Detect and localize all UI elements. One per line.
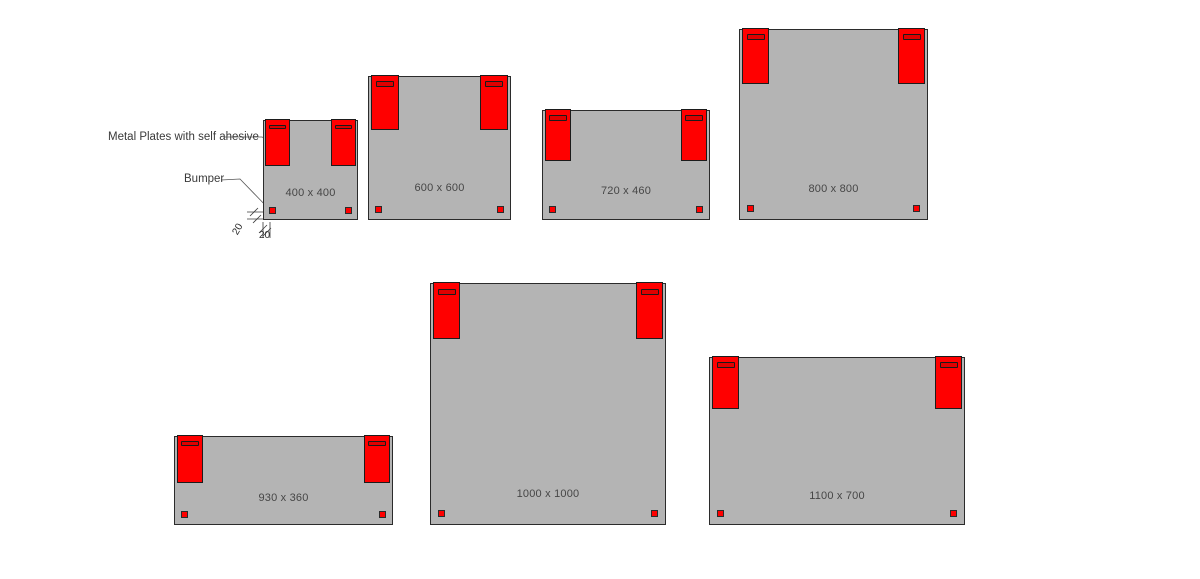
metal-plate-slot-icon	[746, 34, 765, 41]
bumper-right[interactable]	[913, 205, 920, 212]
plate-600x600[interactable]: 600 x 600	[368, 75, 511, 220]
bumper-right[interactable]	[950, 510, 957, 517]
bumper-left[interactable]	[269, 207, 276, 214]
metal-plate-left[interactable]	[265, 119, 290, 166]
bumper-left[interactable]	[375, 206, 382, 213]
plate-1100x700[interactable]: 1100 x 700	[709, 356, 965, 525]
metal-plate-slot-icon	[716, 362, 735, 368]
plate-caption: 720 x 460	[600, 185, 652, 197]
metal-plate-right[interactable]	[331, 119, 356, 166]
bumper-left[interactable]	[181, 511, 188, 518]
bumper-left[interactable]	[438, 510, 445, 517]
plate-930x360[interactable]: 930 x 360	[174, 435, 393, 525]
metal-plate-slot-icon	[685, 115, 703, 121]
metal-plate-right[interactable]	[364, 435, 390, 483]
bumper-left[interactable]	[717, 510, 724, 517]
plate-800x800[interactable]: 800 x 800	[739, 28, 928, 220]
metal-plate-left[interactable]	[545, 109, 571, 161]
bumper-left[interactable]	[549, 206, 556, 213]
metal-plate-slot-icon	[437, 288, 456, 295]
bumper-right[interactable]	[696, 206, 703, 213]
plate-caption: 400 x 400	[285, 187, 336, 199]
bumper-right[interactable]	[497, 206, 504, 213]
metal-plate-slot-icon	[181, 440, 199, 446]
metal-plate-right[interactable]	[898, 28, 925, 84]
metal-plate-slot-icon	[375, 81, 395, 88]
metal-plate-slot-icon	[269, 124, 286, 130]
plate-caption: 600 x 600	[414, 182, 465, 194]
metal-plate-slot-icon	[484, 81, 504, 88]
dimension-label-horizontal-20: 20	[259, 230, 271, 241]
dimension-label-vertical-20: 20	[230, 221, 246, 237]
metal-plate-left[interactable]	[433, 282, 460, 339]
bumper-right[interactable]	[345, 207, 352, 214]
metal-plate-slot-icon	[368, 440, 386, 446]
metal-plate-slot-icon	[335, 124, 352, 130]
metal-plate-right[interactable]	[480, 75, 508, 130]
metal-plate-left[interactable]	[371, 75, 399, 130]
metal-plate-slot-icon	[549, 115, 567, 121]
plate-caption: 1000 x 1000	[516, 488, 580, 500]
bumper-right[interactable]	[651, 510, 658, 517]
plate-caption: 800 x 800	[808, 183, 859, 195]
annotation-bumper: Bumper	[184, 173, 225, 185]
plate-1000x1000[interactable]: 1000 x 1000	[430, 282, 666, 525]
bumper-right[interactable]	[379, 511, 386, 518]
plate-caption: 930 x 360	[258, 492, 309, 504]
metal-plate-right[interactable]	[636, 282, 663, 339]
metal-plate-slot-icon	[902, 34, 921, 41]
metal-plate-left[interactable]	[742, 28, 769, 84]
metal-plate-right[interactable]	[935, 356, 962, 409]
metal-plate-left[interactable]	[177, 435, 203, 483]
metal-plate-slot-icon	[939, 362, 958, 368]
plate-720x460[interactable]: 720 x 460	[542, 109, 710, 220]
annotation-metal-plates: Metal Plates with self ahesive	[108, 131, 259, 143]
metal-plate-slot-icon	[640, 288, 659, 295]
bumper-left[interactable]	[747, 205, 754, 212]
metal-plate-left[interactable]	[712, 356, 739, 409]
plate-caption: 1100 x 700	[809, 490, 865, 502]
metal-plate-right[interactable]	[681, 109, 707, 161]
plate-400x400[interactable]: 400 x 400	[263, 119, 358, 220]
